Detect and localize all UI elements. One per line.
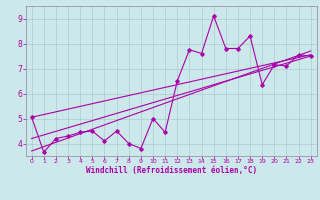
X-axis label: Windchill (Refroidissement éolien,°C): Windchill (Refroidissement éolien,°C) (86, 166, 257, 175)
